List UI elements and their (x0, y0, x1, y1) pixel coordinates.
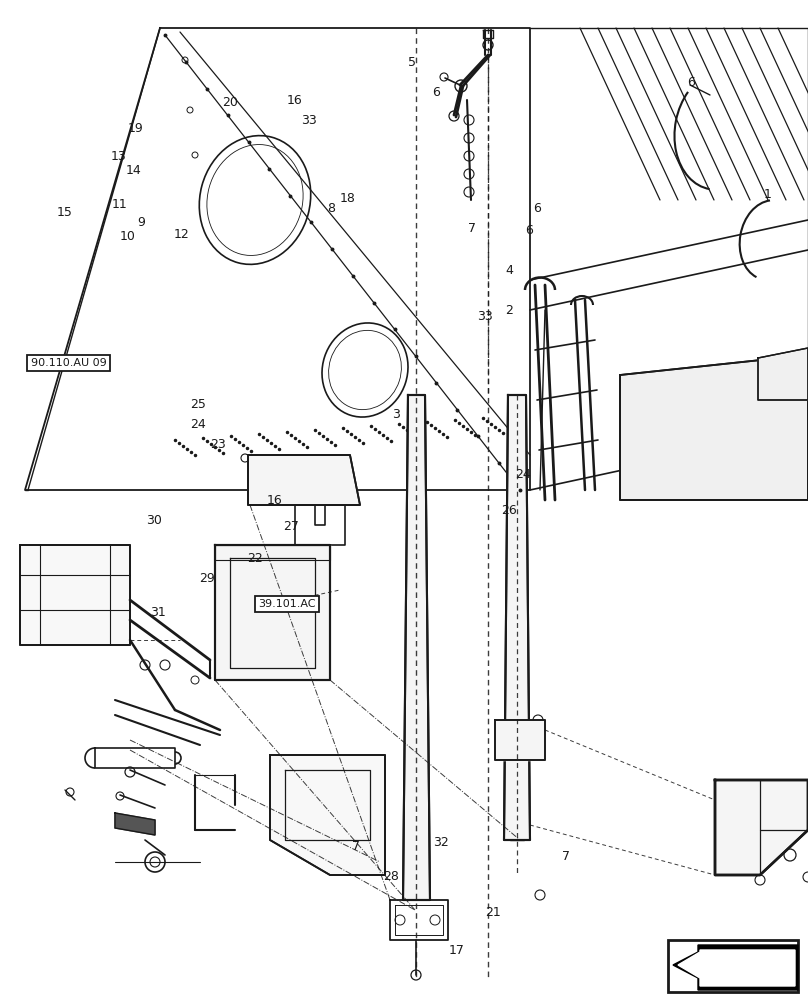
Text: 21: 21 (485, 906, 501, 920)
Text: 4: 4 (505, 263, 513, 276)
Polygon shape (20, 545, 130, 645)
Bar (668, 940, 798, 992)
Text: 31: 31 (150, 605, 166, 618)
Text: 2: 2 (505, 304, 513, 316)
Polygon shape (115, 813, 155, 835)
Text: 6: 6 (533, 202, 541, 215)
Text: 13: 13 (111, 149, 127, 162)
Text: 39.101.AC: 39.101.AC (258, 599, 316, 609)
Text: 29: 29 (199, 572, 215, 585)
Text: 27: 27 (283, 520, 299, 534)
Text: 33: 33 (477, 310, 493, 324)
Text: 33: 33 (301, 113, 317, 126)
Text: 18: 18 (339, 192, 356, 205)
Text: 1: 1 (764, 188, 772, 202)
Text: 6: 6 (432, 86, 440, 99)
Text: 7: 7 (468, 222, 476, 234)
Text: 30: 30 (145, 514, 162, 526)
Text: 7: 7 (351, 840, 360, 852)
Text: 22: 22 (246, 552, 263, 564)
Polygon shape (678, 950, 795, 986)
Text: 6: 6 (525, 224, 533, 236)
Polygon shape (673, 945, 798, 990)
Text: 19: 19 (128, 121, 144, 134)
Text: 12: 12 (174, 229, 190, 241)
Text: 26: 26 (501, 504, 517, 516)
Text: 5: 5 (408, 56, 416, 70)
Text: 25: 25 (190, 398, 206, 412)
Text: 14: 14 (125, 163, 141, 176)
Text: 3: 3 (392, 408, 400, 422)
Text: 23: 23 (210, 438, 226, 452)
Text: 28: 28 (383, 870, 399, 884)
Text: 16: 16 (287, 94, 303, 106)
Text: 6: 6 (687, 77, 695, 90)
Polygon shape (215, 545, 330, 680)
Polygon shape (758, 348, 808, 400)
Polygon shape (715, 780, 808, 875)
Text: 15: 15 (57, 207, 73, 220)
Text: 20: 20 (222, 97, 238, 109)
Polygon shape (248, 455, 360, 505)
Text: 90.110.AU 09: 90.110.AU 09 (31, 358, 107, 368)
Text: 9: 9 (137, 216, 145, 229)
Polygon shape (504, 395, 530, 840)
Polygon shape (495, 720, 545, 760)
Polygon shape (620, 355, 808, 500)
Text: 16: 16 (267, 493, 283, 506)
Text: 11: 11 (112, 198, 128, 212)
Text: 24: 24 (515, 468, 531, 482)
Text: 7: 7 (562, 850, 570, 863)
Text: 24: 24 (190, 418, 206, 432)
Text: 10: 10 (120, 231, 136, 243)
Text: 17: 17 (448, 944, 465, 956)
Text: 32: 32 (433, 836, 449, 850)
Polygon shape (270, 755, 385, 875)
Text: 8: 8 (327, 202, 335, 215)
Polygon shape (403, 395, 430, 900)
